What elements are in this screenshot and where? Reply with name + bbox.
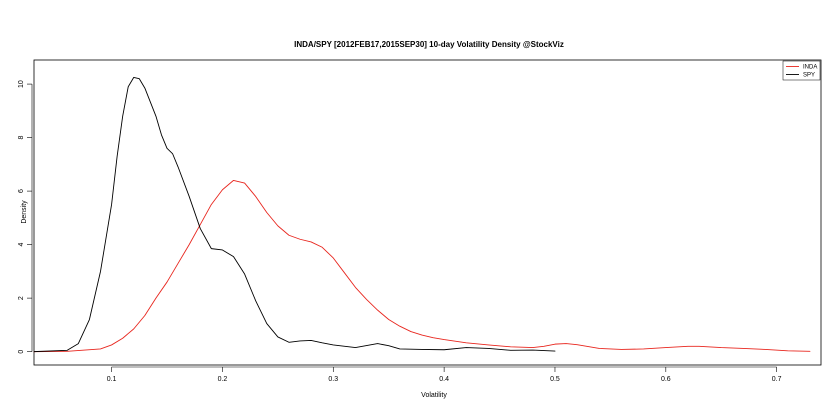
x-tick-label: 0.4 — [439, 376, 449, 383]
y-tick-label: 2 — [18, 296, 25, 300]
plot-frame — [33, 59, 822, 366]
x-axis: 0.1 0.2 0.3 0.4 0.5 0.6 0.7 — [107, 366, 782, 383]
x-tick-label: 0.6 — [661, 376, 671, 383]
y-axis-label: Density — [21, 200, 28, 224]
x-tick-label: 0.3 — [328, 376, 338, 383]
legend: INDA SPY — [782, 60, 821, 81]
y-tick-label: 10 — [18, 80, 25, 88]
series-line-spy — [33, 76, 556, 353]
y-tick-label: 0 — [18, 350, 25, 354]
x-tick-label: 0.2 — [218, 376, 228, 383]
y-axis: 0 2 4 6 8 10 — [18, 80, 33, 354]
series-layer — [33, 76, 811, 353]
x-tick-label: 0.5 — [550, 376, 560, 383]
legend-label-inda: INDA — [803, 65, 817, 71]
legend-box — [782, 60, 821, 81]
x-tick-label: 0.7 — [772, 376, 782, 383]
legend-label-spy: SPY — [803, 73, 815, 79]
y-tick-label: 6 — [18, 189, 25, 193]
y-tick-label: 4 — [18, 243, 25, 247]
y-tick-label: 8 — [18, 136, 25, 140]
x-tick-label: 0.1 — [107, 376, 117, 383]
x-axis-label: Volatility — [421, 392, 447, 399]
chart-title: INDA/SPY [2012FEB17,2015SEP30] 10-day Vo… — [294, 40, 564, 49]
series-line-inda — [33, 179, 811, 353]
